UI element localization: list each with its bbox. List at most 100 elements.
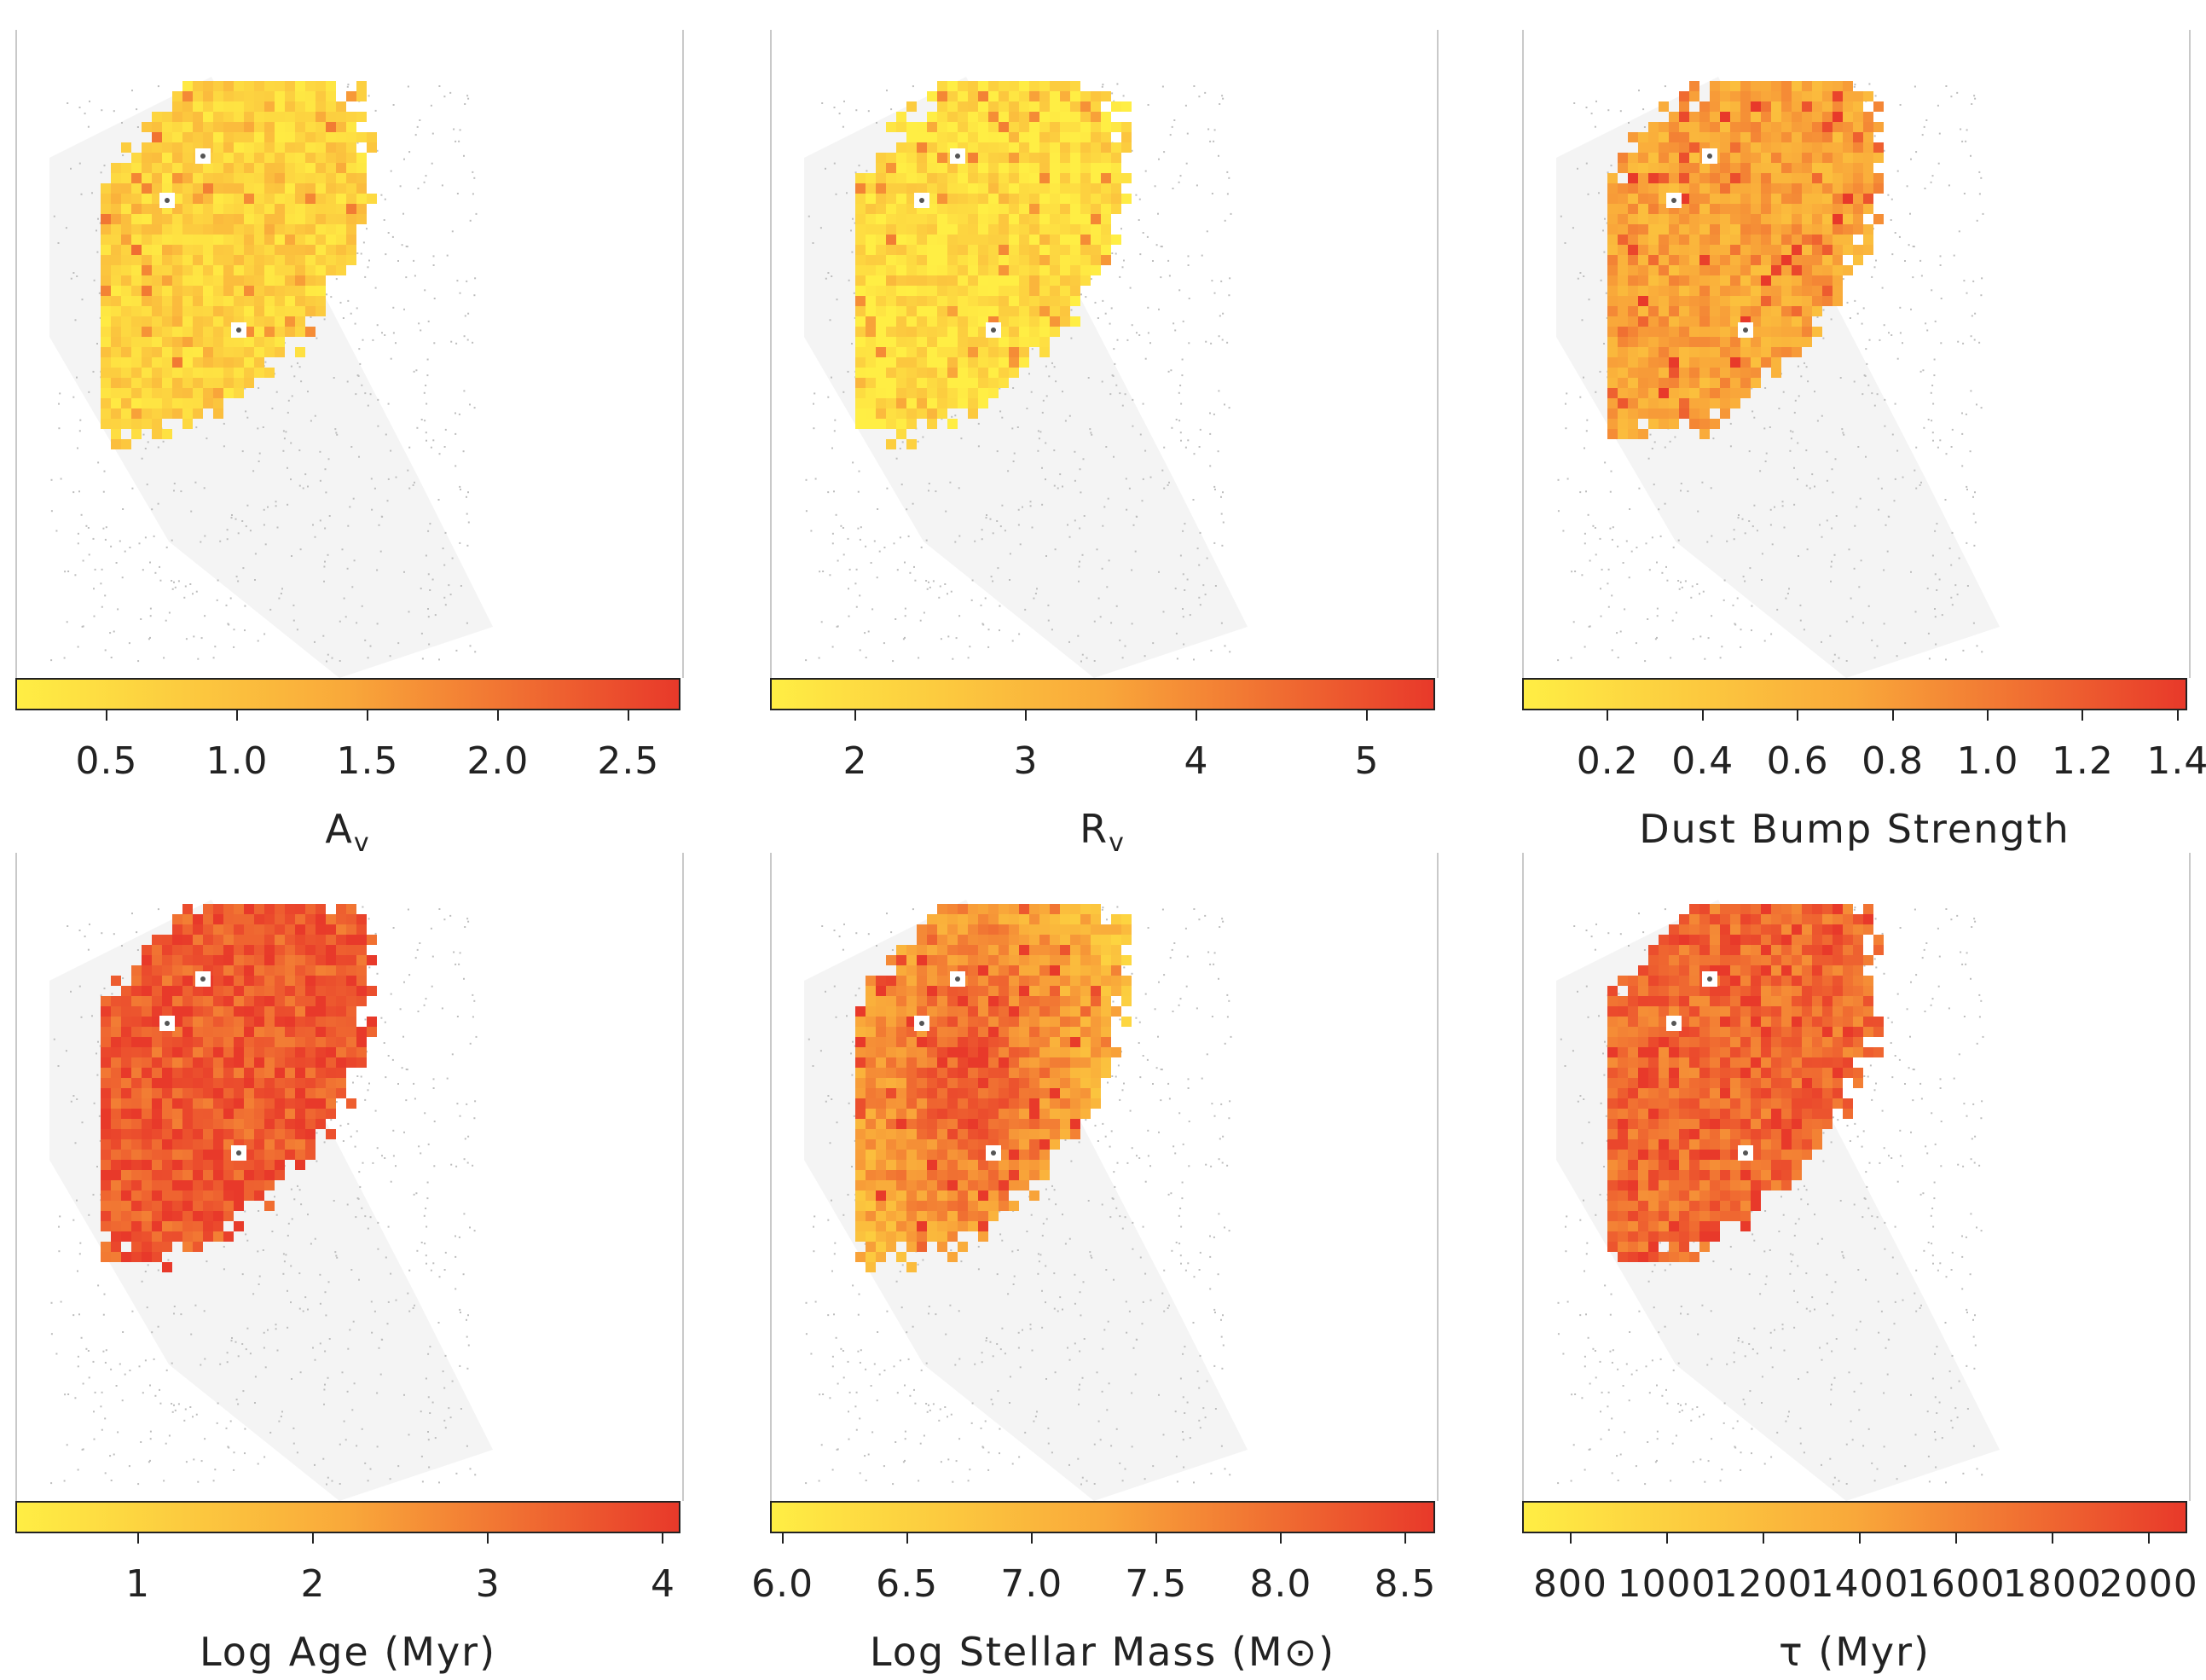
bump-map-cell (1648, 265, 1659, 275)
rv-map-cell (958, 163, 968, 173)
av-map-cell (101, 327, 111, 337)
av-background-speck (467, 521, 470, 524)
bump-background-speck (1854, 299, 1856, 302)
rv-map-cell (999, 132, 1009, 142)
bump-background-speck (1604, 217, 1606, 220)
age-background-speck (469, 1226, 471, 1229)
bump-background-speck (1934, 530, 1937, 532)
age-background-speck (223, 1268, 225, 1271)
av-background-speck (467, 312, 470, 315)
av-background-speck (226, 529, 229, 531)
bump-map-cell (1638, 286, 1648, 296)
av-background-speck (245, 410, 247, 413)
rv-map-cell (927, 296, 937, 306)
rv-map-cell (876, 224, 886, 235)
bump-map-cell (1863, 163, 1873, 173)
av-map-cell (234, 132, 244, 142)
bump-background-speck (1871, 392, 1873, 395)
rv-background-speck (1131, 149, 1133, 152)
rv-background-speck (851, 251, 854, 253)
rv-galaxy-map (804, 77, 1248, 678)
bump-map-cell (1679, 142, 1689, 153)
age-background-speck (443, 918, 446, 921)
age-background-speck (431, 955, 434, 958)
av-map-cell (142, 214, 152, 224)
bump-map-cell (1699, 224, 1710, 235)
rv-map-cell (1050, 101, 1060, 112)
av-map-cell (316, 81, 326, 91)
av-background-speck (235, 576, 238, 578)
bump-map-cell (1761, 163, 1771, 173)
age-background-speck (225, 1427, 228, 1429)
rv-map-cell (1009, 91, 1019, 101)
age-background-speck (368, 1082, 370, 1085)
rv-background-speck (855, 109, 858, 112)
age-background-speck (374, 932, 377, 935)
rv-map-cell (1070, 173, 1080, 183)
bump-map-cell (1679, 245, 1689, 255)
rv-map-cell (1029, 122, 1039, 132)
rv-map-cell (1050, 91, 1060, 101)
av-map-cell (213, 347, 223, 357)
av-background-speck (324, 560, 326, 563)
bump-background-speck (1936, 523, 1938, 525)
rv-map-cell (917, 214, 927, 224)
rv-background-speck (1053, 366, 1056, 368)
bump-map-cell (1669, 286, 1679, 296)
av-map-cell (254, 183, 264, 194)
age-background-speck (395, 1165, 397, 1167)
rv-background-speck (893, 542, 895, 545)
bump-map-cell (1607, 204, 1618, 214)
av-background-speck (343, 597, 345, 600)
age-background-speck (119, 1363, 121, 1365)
av-map-cell (326, 204, 336, 214)
av-background-speck (78, 162, 81, 165)
rv-map-cell (927, 306, 937, 316)
rv-map-cell (886, 408, 896, 419)
av-background-speck (324, 527, 327, 530)
rv-background-speck (1167, 484, 1169, 486)
av-background-speck (103, 165, 106, 167)
bump-map-cell (1822, 112, 1833, 122)
bump-map-cell (1638, 398, 1648, 408)
av-map-cell (142, 378, 152, 388)
bump-map-cell (1751, 368, 1761, 378)
bump-map-cell (1802, 194, 1812, 204)
bump-background-speck (1831, 468, 1833, 471)
bump-background-speck (1978, 193, 1981, 195)
age-background-speck (324, 1350, 327, 1353)
av-background-speck (373, 487, 376, 490)
rv-background-speck (1183, 643, 1185, 646)
rv-map-cell (958, 245, 968, 255)
bump-map-cell (1833, 91, 1843, 101)
av-map-cell (172, 132, 182, 142)
age-background-speck (448, 1407, 450, 1410)
bump-map-cell (1648, 245, 1659, 255)
av-map-cell (244, 142, 254, 153)
av-background-speck (378, 524, 380, 526)
rv-background-speck (1031, 348, 1034, 350)
av-background-speck (204, 535, 206, 537)
bump-background-speck (1831, 560, 1833, 563)
rv-background-speck (1214, 489, 1216, 490)
av-map-cell (162, 153, 172, 163)
bump-map-cell (1812, 286, 1822, 296)
rv-background-speck (1141, 500, 1144, 502)
av-background-speck (290, 442, 292, 444)
age-background-speck (335, 1101, 338, 1104)
rv-map-cell (968, 337, 978, 347)
av-background-speck (474, 277, 477, 280)
bump-background-speck (1853, 567, 1856, 570)
av-background-speck (425, 432, 427, 434)
av-map-cell (234, 91, 244, 101)
rv-map-cell (1101, 235, 1111, 245)
bump-background-speck (1738, 514, 1740, 516)
av-map-cell (213, 327, 223, 337)
age-background-speck (358, 1171, 361, 1173)
rv-map-cell (1070, 163, 1080, 173)
rv-background-speck (1224, 219, 1226, 222)
age-background-speck (339, 1124, 342, 1127)
bump-background-speck (1687, 490, 1689, 493)
rv-map-cell (896, 122, 906, 132)
bump-map-cell (1761, 101, 1771, 112)
